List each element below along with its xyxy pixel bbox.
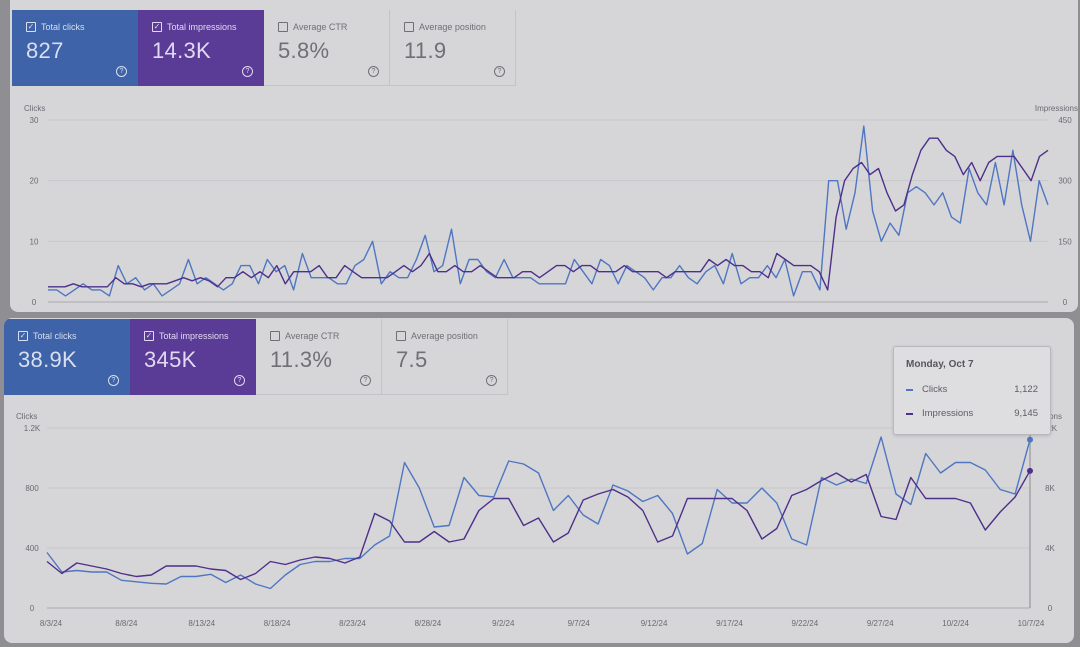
clicks-series-line — [48, 125, 1049, 297]
clicks-hover-marker — [1027, 436, 1033, 443]
tooltip-row-impressions: Impressions 9,145 — [906, 408, 1038, 419]
y-left-tick-label: 1.2K — [24, 424, 41, 433]
y-left-tick-label: 20 — [30, 177, 39, 186]
x-tick-label: 10/2/24 — [942, 619, 969, 628]
y-left-tick-label: 0 — [32, 298, 37, 307]
y-left-tick-label: 30 — [30, 116, 39, 125]
checkbox-checked-icon[interactable]: ✓ — [152, 22, 162, 32]
total-clicks-card[interactable]: ✓ Total clicks 38.9K ? — [4, 319, 130, 395]
y-right-tick-label: 300 — [1058, 177, 1072, 186]
y-right-tick-label: 450 — [1058, 116, 1072, 125]
checkbox-unchecked-icon[interactable] — [396, 331, 406, 341]
tooltip-label: Impressions — [922, 408, 974, 419]
help-icon[interactable]: ? — [108, 375, 119, 386]
impressions-swatch-icon — [906, 412, 913, 415]
x-tick-label: 10/7/24 — [1018, 619, 1045, 628]
metric-cards: ✓ Total clicks 827 ? ✓ Total impressions 1… — [12, 10, 516, 86]
checkbox-unchecked-icon[interactable] — [270, 331, 280, 341]
y-left-tick-label: 0 — [30, 604, 35, 613]
x-tick-label: 9/27/24 — [867, 619, 894, 628]
y-left-tick-label: 10 — [30, 237, 39, 246]
y-right-tick-label: 0 — [1048, 604, 1053, 613]
card-label: Average CTR — [285, 331, 340, 341]
y-right-tick-label: 150 — [1058, 237, 1072, 246]
total-clicks-card[interactable]: ✓ Total clicks 827 ? — [12, 10, 138, 86]
impressions-series-line — [46, 470, 1031, 581]
help-icon[interactable]: ? — [116, 66, 127, 77]
x-tick-label: 8/8/24 — [115, 619, 138, 628]
impressions-series-line — [48, 137, 1049, 291]
average-position-card[interactable]: Average position 11.9 ? — [390, 10, 516, 86]
x-tick-label: 9/22/24 — [791, 619, 818, 628]
card-label: Average position — [411, 331, 478, 341]
total-impressions-card[interactable]: ✓ Total impressions 345K ? — [130, 319, 256, 395]
y-right-tick-label: 4K — [1045, 544, 1055, 553]
x-tick-label: 9/7/24 — [568, 619, 591, 628]
checkbox-checked-icon[interactable]: ✓ — [26, 22, 36, 32]
help-icon[interactable]: ? — [234, 375, 245, 386]
y-left-axis-title: Clicks — [24, 104, 45, 113]
help-icon[interactable]: ? — [486, 375, 497, 386]
card-label: Total clicks — [33, 331, 77, 341]
impressions-hover-marker — [1027, 467, 1033, 474]
x-tick-label: 8/18/24 — [264, 619, 291, 628]
card-value: 11.9 — [404, 38, 447, 63]
y-right-axis-title: Impressions — [1035, 104, 1078, 113]
average-ctr-card[interactable]: Average CTR 11.3% ? — [256, 319, 382, 395]
card-label: Total clicks — [41, 22, 85, 32]
x-tick-label: 8/3/24 — [40, 619, 63, 628]
checkbox-unchecked-icon[interactable] — [278, 22, 288, 32]
tooltip-value: 9,145 — [1014, 408, 1038, 419]
card-value: 7.5 — [396, 347, 428, 372]
clicks-swatch-icon — [906, 388, 913, 391]
card-value: 11.3% — [270, 347, 333, 372]
y-right-tick-label: 0 — [1063, 298, 1068, 307]
y-left-tick-label: 400 — [25, 544, 39, 553]
x-tick-label: 9/2/24 — [492, 619, 515, 628]
checkbox-checked-icon[interactable]: ✓ — [144, 331, 154, 341]
card-label: Average position — [419, 22, 486, 32]
card-value: 38.9K — [18, 347, 77, 372]
card-label: Total impressions — [159, 331, 229, 341]
metric-cards: ✓ Total clicks 38.9K ? ✓ Total impressions… — [4, 319, 508, 395]
x-tick-label: 8/13/24 — [188, 619, 215, 628]
card-value: 827 — [26, 38, 64, 63]
tooltip-row-clicks: Clicks 1,122 — [906, 384, 1038, 395]
help-icon[interactable]: ? — [368, 66, 379, 77]
x-tick-label: 8/28/24 — [415, 619, 442, 628]
help-icon[interactable]: ? — [494, 66, 505, 77]
card-value: 14.3K — [152, 38, 211, 63]
y-left-axis-title: Clicks — [16, 412, 37, 421]
clicks-series-line — [46, 436, 1031, 590]
chart-tooltip: Monday, Oct 7 Clicks 1,122 Impressions 9… — [893, 346, 1051, 435]
tooltip-date: Monday, Oct 7 — [906, 359, 974, 370]
help-icon[interactable]: ? — [360, 375, 371, 386]
x-tick-label: 8/23/24 — [339, 619, 366, 628]
average-position-card[interactable]: Average position 7.5 ? — [382, 319, 508, 395]
tooltip-label: Clicks — [922, 384, 948, 395]
card-value: 5.8% — [278, 38, 330, 63]
checkbox-unchecked-icon[interactable] — [404, 22, 414, 32]
y-left-tick-label: 800 — [25, 484, 39, 493]
card-label: Average CTR — [293, 22, 348, 32]
help-icon[interactable]: ? — [242, 66, 253, 77]
card-label: Total impressions — [167, 22, 237, 32]
card-value: 345K — [144, 347, 197, 372]
performance-panel-top: ✓ Total clicks 827 ? ✓ Total impressions 1… — [10, 0, 1078, 312]
x-tick-label: 9/12/24 — [641, 619, 668, 628]
y-right-tick-label: 8K — [1045, 484, 1055, 493]
x-tick-label: 9/17/24 — [716, 619, 743, 628]
tooltip-value: 1,122 — [1014, 384, 1038, 395]
checkbox-checked-icon[interactable]: ✓ — [18, 331, 28, 341]
clicks-impressions-chart-top[interactable]: 0 0 10 150 20 300 30 450 Clicks Impressions — [10, 0, 1078, 312]
average-ctr-card[interactable]: Average CTR 5.8% ? — [264, 10, 390, 86]
total-impressions-card[interactable]: ✓ Total impressions 14.3K ? — [138, 10, 264, 86]
